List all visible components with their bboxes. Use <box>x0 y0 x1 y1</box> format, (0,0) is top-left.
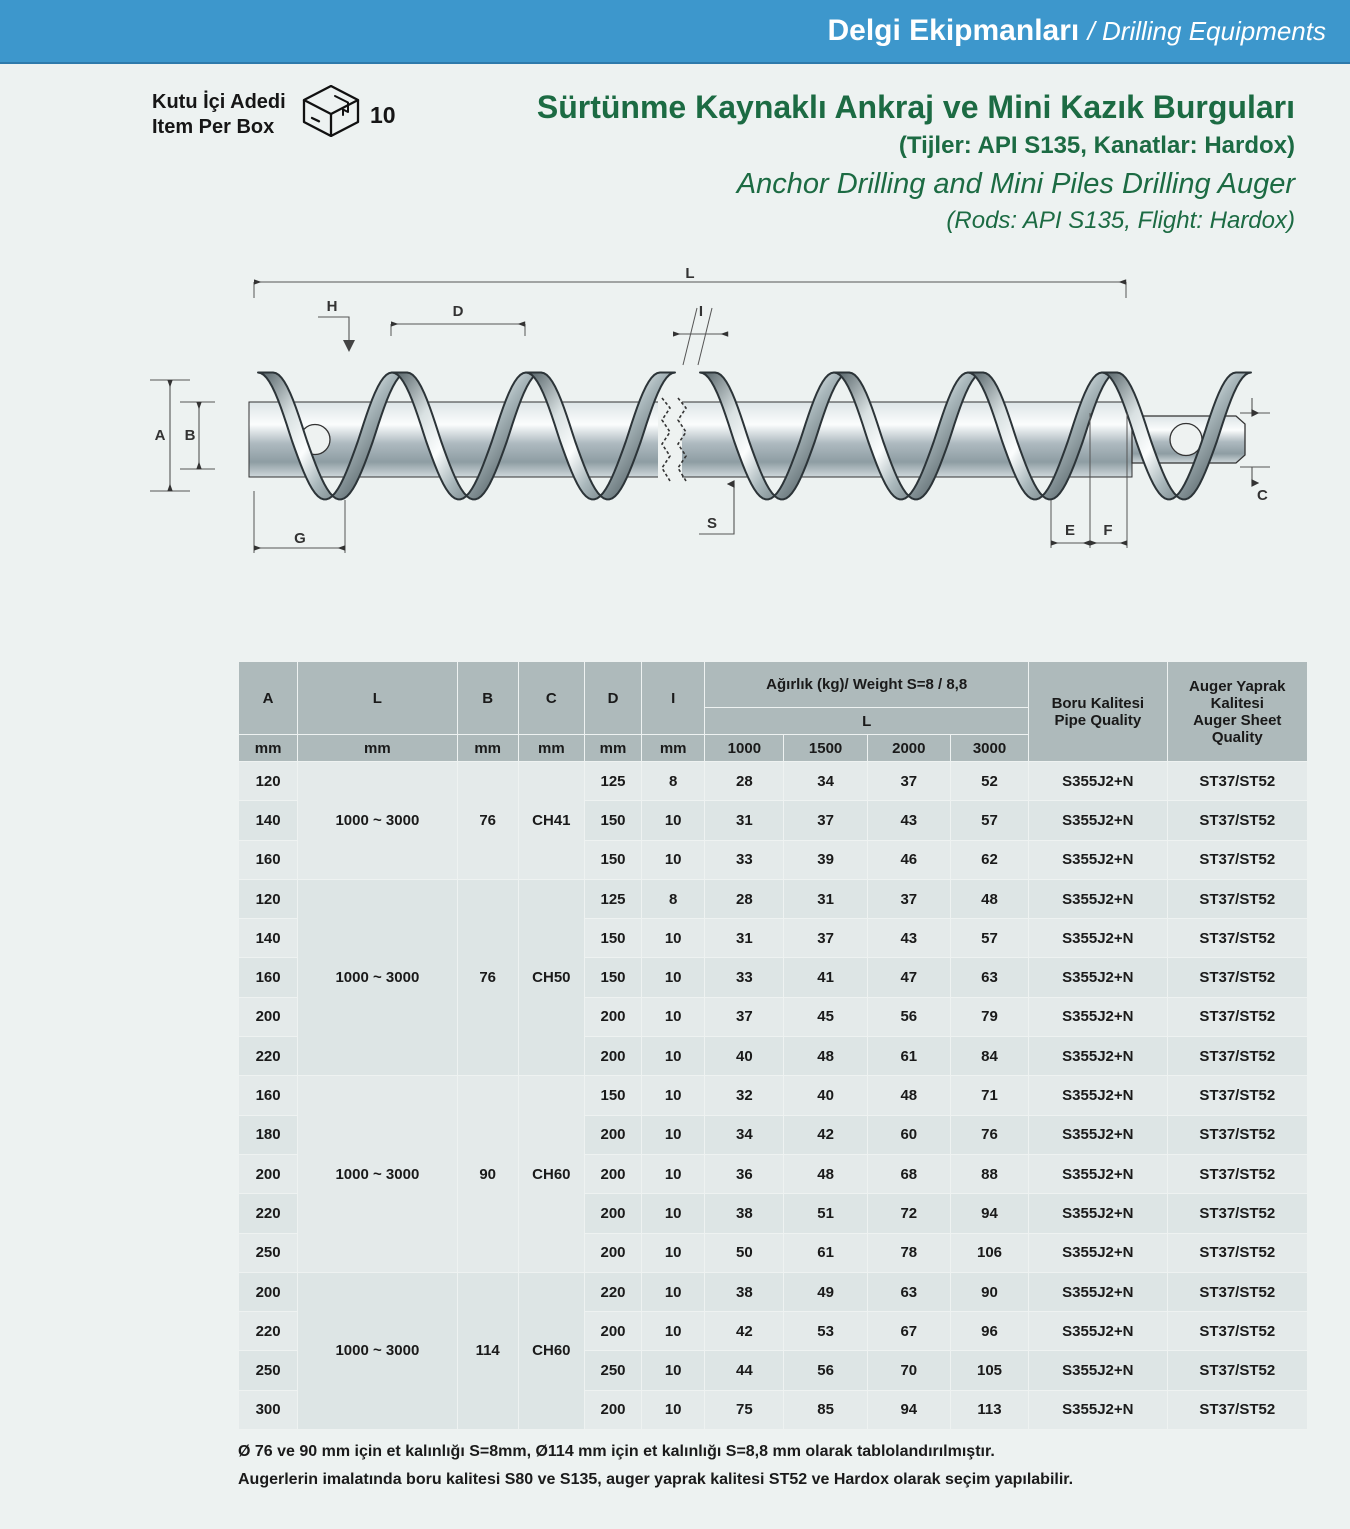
svg-text:G: G <box>294 530 306 547</box>
svg-text:B: B <box>185 427 196 444</box>
svg-text:A: A <box>155 427 166 444</box>
svg-text:D: D <box>453 303 464 320</box>
svg-text:I: I <box>699 303 703 320</box>
svg-text:H: H <box>327 298 338 315</box>
svg-text:F: F <box>1103 522 1112 539</box>
svg-text:E: E <box>1065 522 1075 539</box>
svg-text:S: S <box>707 515 717 532</box>
svg-text:C: C <box>1257 487 1268 504</box>
svg-text:L: L <box>685 268 694 282</box>
